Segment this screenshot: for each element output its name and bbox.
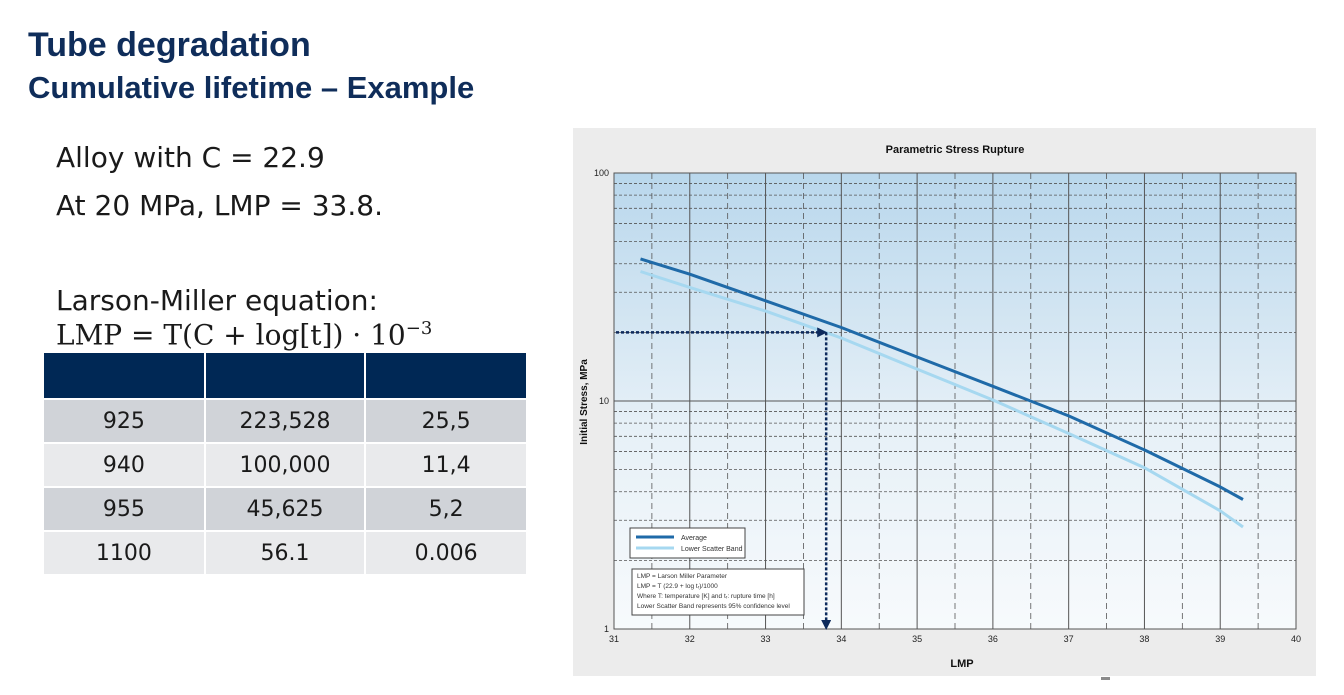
x-tick-label: 31 (609, 634, 619, 644)
table-row: 925 223,528 25,5 (44, 399, 526, 444)
table-cell: 955 (44, 487, 206, 532)
x-axis-label: LMP (950, 658, 973, 670)
x-tick-label: 35 (912, 634, 922, 644)
chart-canvas: Parametric Stress Rupture LMP Initial St… (579, 144, 1301, 670)
slide-subtitle: Cumulative lifetime – Example (28, 70, 475, 105)
slide-title: Tube degradation (28, 26, 311, 64)
scroll-indicator (1101, 677, 1110, 680)
x-tick-label: 34 (836, 634, 846, 644)
note-box (631, 568, 805, 616)
legend-label: Average (681, 535, 707, 542)
table-cell: 925 (44, 399, 206, 444)
x-tick-label: 33 (761, 634, 771, 644)
x-tick-label: 36 (988, 634, 998, 644)
legend-label: Lower Scatter Band (681, 546, 743, 553)
table-row: 1100 56.1 0.006 (44, 531, 526, 576)
table-header-cell (44, 353, 206, 400)
average-line (640, 257, 1244, 501)
table-cell: 11,4 (365, 443, 526, 488)
note-line: Lower Scatter Band represents 95% confid… (637, 603, 790, 610)
equation-exponent: −3 (405, 318, 433, 339)
table-header-row (44, 353, 526, 400)
lifetime-table: 925 223,528 25,5 940 100,000 11,4 955 45… (44, 353, 526, 576)
table-cell: 45,625 (204, 487, 367, 532)
x-tick-label: 39 (1215, 634, 1225, 644)
x-tick-label: 40 (1291, 634, 1301, 644)
x-tick-label: 32 (685, 634, 695, 644)
table-header-cell (204, 353, 367, 400)
table-cell: 56.1 (204, 531, 367, 576)
x-tick-label: 37 (1064, 634, 1074, 644)
note-line: Where T: temperature [K] and tᵣ: rupture… (637, 593, 775, 600)
lmp-value-text: At 20 MPa, LMP = 33.8. (56, 189, 383, 222)
chart-title: Parametric Stress Rupture (886, 144, 1025, 156)
table-cell: 5,2 (365, 487, 526, 532)
larson-miller-equation: LMP = T(C + log[t]) · 10−3 (56, 318, 432, 351)
equation-main: LMP = T(C + log[t]) · 10 (56, 318, 406, 352)
stress-rupture-chart: Parametric Stress Rupture LMP Initial St… (573, 128, 1316, 676)
table-header-cell (365, 353, 526, 400)
lower-scatter-band-line (640, 270, 1244, 529)
alloy-constant-text: Alloy with C = 22.9 (56, 141, 325, 174)
table-cell: 940 (44, 443, 206, 488)
table-row: 940 100,000 11,4 (44, 443, 526, 488)
y-tick-label: 10 (599, 396, 609, 406)
table-cell: 25,5 (365, 399, 526, 444)
table-cell: 100,000 (204, 443, 367, 488)
y-tick-label: 100 (594, 168, 609, 178)
table-row: 955 45,625 5,2 (44, 487, 526, 532)
x-tick-label: 38 (1139, 634, 1149, 644)
equation-label: Larson-Miller equation: (56, 284, 378, 317)
table-cell: 0.006 (365, 531, 526, 576)
y-tick-label: 1 (604, 624, 609, 634)
legend-box (629, 527, 746, 559)
y-axis-label: Initial Stress, MPa (579, 359, 590, 445)
table-cell: 1100 (44, 531, 206, 576)
note-line: LMP = T (22.9 + log tᵣ)/1000 (637, 583, 718, 590)
table-cell: 223,528 (204, 399, 367, 444)
note-line: LMP = Larson Miller Parameter (637, 573, 728, 580)
